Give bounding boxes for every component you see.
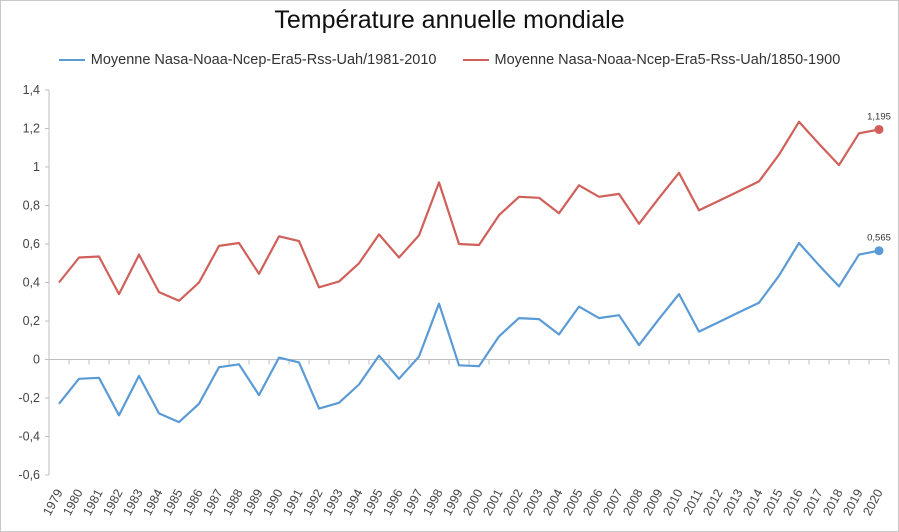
series-line-1850-1900 xyxy=(58,120,880,302)
y-tick-label: -0,2 xyxy=(18,391,40,405)
legend: Moyenne Nasa-Noaa-Ncep-Era5-Rss-Uah/1981… xyxy=(0,52,899,68)
y-tick-label: 1,2 xyxy=(23,122,40,136)
legend-label: Moyenne Nasa-Noaa-Ncep-Era5-Rss-Uah/1981… xyxy=(90,52,437,68)
legend-label: Moyenne Nasa-Noaa-Ncep-Era5-Rss-Uah/1850… xyxy=(494,52,841,68)
data-point xyxy=(874,124,884,134)
data-point xyxy=(874,246,884,256)
y-tick-label: 0,4 xyxy=(23,276,40,290)
legend-item-1981-2010[interactable]: Moyenne Nasa-Noaa-Ncep-Era5-Rss-Uah/1981… xyxy=(58,52,437,68)
y-tick-label: 1 xyxy=(33,160,40,174)
y-tick-label: 0,8 xyxy=(23,199,40,213)
end-data-label: 1,195 xyxy=(867,111,891,122)
series-line-1981-2010 xyxy=(58,241,880,424)
x-tick-label: 2020 xyxy=(860,487,885,518)
y-tick-label: 1,4 xyxy=(23,83,40,97)
end-data-label: 0,565 xyxy=(867,233,891,244)
legend-swatch-red xyxy=(462,58,489,62)
y-tick-label: -0,4 xyxy=(18,430,40,444)
y-tick-label: 0,6 xyxy=(23,237,40,251)
chart-title: Température annuelle mondiale xyxy=(274,6,625,34)
x-tick-label: 2010 xyxy=(660,487,685,518)
legend-item-1850-1900[interactable]: Moyenne Nasa-Noaa-Ncep-Era5-Rss-Uah/1850… xyxy=(462,52,841,68)
y-tick-label: -0,6 xyxy=(18,468,40,482)
y-tick-label: 0 xyxy=(33,353,40,367)
y-tick-label: 0,2 xyxy=(23,314,40,328)
legend-swatch-blue xyxy=(58,58,85,62)
